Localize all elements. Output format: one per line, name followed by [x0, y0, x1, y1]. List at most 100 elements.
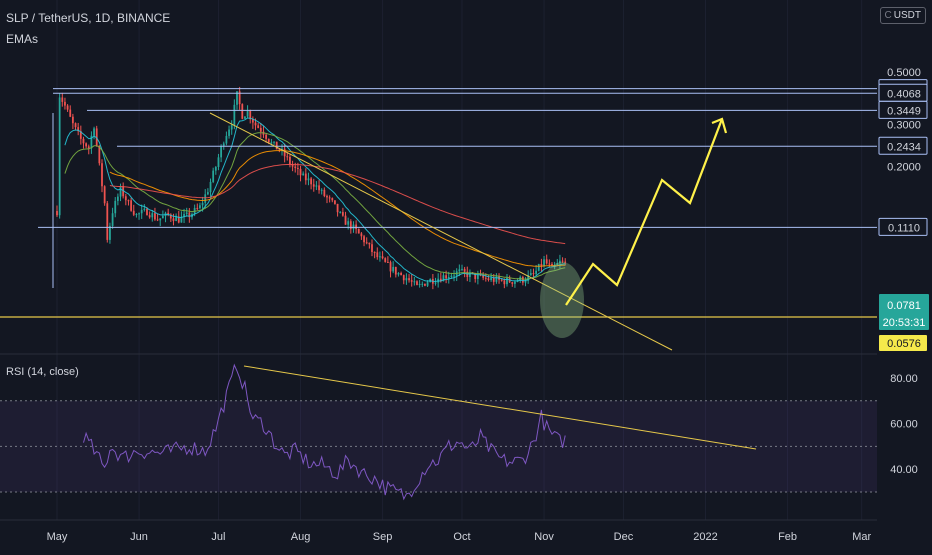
breakout-highlight: [540, 262, 584, 338]
candle-body: [418, 283, 421, 285]
candle-body: [119, 186, 122, 197]
ema-line: [109, 163, 566, 245]
candle-body: [98, 145, 101, 164]
candle-body: [169, 214, 172, 219]
candle-body: [56, 211, 58, 216]
candle-body: [529, 273, 532, 276]
candle-body: [204, 194, 207, 203]
candle-body: [326, 196, 328, 198]
candle-body: [561, 260, 564, 262]
candle-body: [132, 210, 135, 215]
candle-body: [402, 275, 405, 281]
candle-body: [114, 200, 117, 214]
candle-body: [90, 135, 93, 149]
candle-body: [209, 181, 212, 193]
time-tick-label: 2022: [693, 531, 717, 543]
indicator-label[interactable]: EMAs: [6, 32, 39, 46]
time-tick-label: Sep: [373, 531, 393, 543]
time-tick-label: Mar: [852, 531, 871, 543]
candle-body: [445, 275, 448, 279]
price-level-box: [878, 136, 928, 155]
price-axis[interactable]: 0.50000.30000.20000.42580.40680.34490.24…: [877, 0, 932, 550]
candle-body: [540, 264, 543, 267]
price-tick-label: 0.3000: [887, 120, 921, 132]
candle-body: [556, 263, 559, 265]
price-level-label: 0.1110: [888, 222, 920, 234]
candle-body: [230, 124, 233, 130]
candle-body: [143, 208, 146, 210]
candle-body: [527, 275, 530, 281]
candle-body: [61, 97, 64, 102]
price-tick-label: 0.2000: [887, 162, 921, 174]
candle-body: [275, 141, 278, 150]
candle-body: [228, 129, 230, 136]
candle-body: [376, 252, 379, 258]
time-axis[interactable]: May Jun Jul Aug Sep Oct Nov Dec 2022 Feb Mar: [47, 531, 872, 543]
candle-body: [469, 272, 471, 277]
candle-body: [365, 242, 368, 244]
candle-body: [214, 167, 217, 171]
candle-body: [254, 122, 257, 126]
candle-body: [241, 104, 244, 119]
descending-trendline: [209, 112, 673, 351]
candle-body: [535, 270, 538, 274]
candle-body: [82, 138, 85, 144]
candle-body: [458, 269, 461, 272]
candle-body: [151, 213, 154, 218]
candle-body: [167, 212, 170, 215]
candle-body: [484, 277, 487, 279]
price-tick-label: 0.5000: [887, 67, 921, 79]
candle-body: [304, 173, 307, 181]
candle-body: [278, 149, 281, 151]
candle-body: [236, 91, 238, 105]
candle-body: [222, 143, 225, 147]
candle-body: [69, 109, 72, 117]
candle-body: [130, 200, 133, 211]
candle-body: [185, 212, 188, 215]
price-level-box: [878, 217, 928, 236]
candle-body: [463, 268, 466, 272]
candle-body: [148, 215, 151, 218]
candle-body: [328, 197, 331, 199]
ema-line: [64, 117, 566, 283]
candle-body: [183, 214, 185, 217]
candle-body: [109, 225, 111, 240]
candle-body: [310, 178, 313, 185]
candle-body: [246, 110, 249, 117]
drawings[interactable]: [0, 88, 877, 351]
candle-body: [344, 215, 347, 225]
candle-body: [349, 221, 352, 230]
candle-body: [71, 116, 74, 124]
candle-body: [548, 263, 551, 265]
rsi-label[interactable]: RSI (14, close): [6, 366, 79, 378]
candle-body: [95, 128, 98, 146]
candle-body: [291, 164, 294, 167]
candle-body: [450, 275, 453, 277]
time-tick-label: Jul: [211, 531, 225, 543]
candle-body: [492, 277, 495, 282]
candle-body: [394, 266, 397, 275]
symbol-title[interactable]: SLP / TetherUS, 1D, BINANCE: [6, 11, 171, 25]
candle-body: [379, 256, 381, 258]
candle-body: [199, 205, 201, 209]
candle-body: [217, 157, 220, 168]
currency-selector[interactable]: C USDT: [879, 7, 926, 24]
candle-body: [514, 281, 516, 284]
currency-icon: C: [884, 10, 892, 21]
candle-body: [341, 212, 344, 216]
candle-body: [421, 283, 424, 285]
candle-body: [159, 218, 162, 221]
candle-body: [238, 91, 241, 105]
candle-body: [259, 127, 262, 132]
time-tick-label: Jun: [130, 531, 148, 543]
projection-path: [565, 118, 724, 306]
candle-body: [267, 138, 270, 143]
rsi-line: [83, 363, 566, 501]
candle-body: [177, 216, 180, 223]
time-tick-label: Feb: [778, 531, 797, 543]
ema-lines: [64, 117, 566, 283]
candle-body: [516, 280, 519, 282]
candle-body: [551, 263, 553, 266]
